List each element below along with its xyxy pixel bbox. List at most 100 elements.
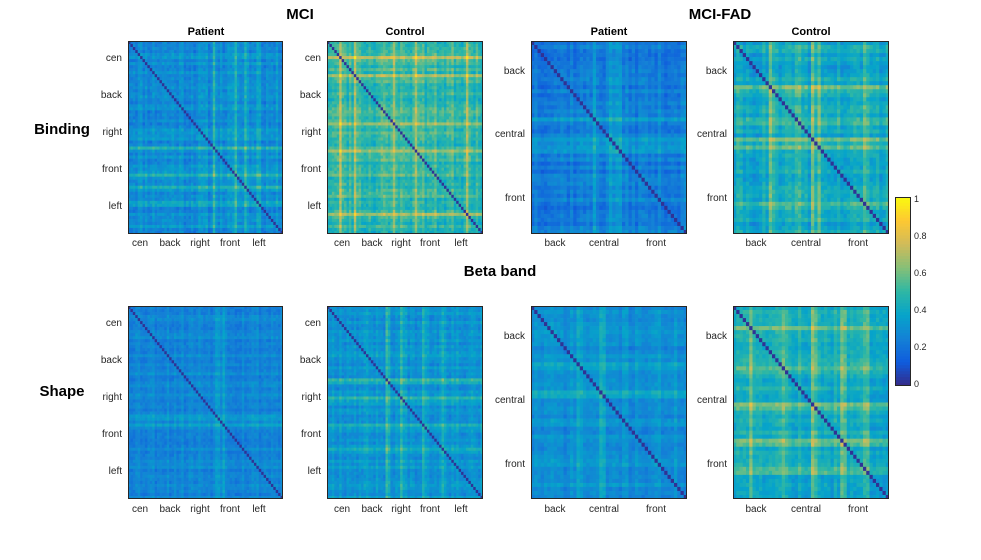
heatmap-cell: [142, 134, 146, 138]
heatmap-cell: [132, 59, 136, 63]
heatmap-cell: [205, 50, 209, 54]
heatmap-cell: [154, 125, 158, 129]
heatmap-cell: [166, 197, 170, 202]
heatmap-cell: [159, 59, 163, 63]
heatmap-cell: [392, 65, 396, 69]
heatmap-cell: [258, 188, 262, 193]
heatmap-cell: [417, 59, 420, 63]
heatmap-cell: [344, 68, 347, 72]
heatmap-cell: [188, 89, 192, 93]
heatmap-cell: [273, 104, 277, 108]
heatmap-cell: [261, 116, 264, 120]
heatmap-cell: [232, 113, 235, 117]
heatmap-cell: [478, 47, 481, 51]
heatmap-cell: [137, 107, 141, 111]
heatmap-cell: [463, 71, 467, 75]
heatmap-cell: [161, 119, 165, 123]
heatmap-cell: [210, 128, 214, 132]
heatmap-cell: [241, 113, 245, 117]
heatmap-cell: [426, 50, 430, 54]
heatmap-cell: [261, 227, 264, 232]
heatmap-cell: [339, 68, 342, 72]
heatmap-cell: [195, 167, 199, 172]
heatmap-cell: [266, 167, 269, 172]
heatmap-cell: [239, 185, 243, 190]
heatmap-cell: [263, 158, 267, 162]
heatmap-cell: [275, 47, 279, 51]
heatmap-cell: [190, 182, 194, 187]
heatmap-cell: [205, 98, 209, 102]
heatmap-cell: [203, 230, 206, 234]
heatmap-cell: [220, 206, 223, 211]
heatmap-cell: [207, 104, 211, 108]
heatmap-cell: [251, 215, 255, 220]
heatmap-cell: [241, 200, 245, 205]
heatmap-cell: [212, 107, 216, 111]
heatmap-cell: [188, 134, 192, 138]
heatmap-cell: [275, 119, 279, 123]
heatmap-cell: [140, 110, 143, 114]
heatmap-cell: [453, 56, 457, 60]
heatmap-cell: [164, 56, 168, 60]
heatmap-cell: [190, 56, 194, 60]
heatmap-cell: [280, 179, 283, 184]
heatmap-cell: [210, 77, 214, 81]
heatmap-cell: [137, 86, 141, 90]
heatmap-cell: [137, 191, 141, 196]
heatmap-cell: [164, 215, 168, 220]
heatmap-cell: [210, 107, 214, 111]
heatmap-cell: [217, 74, 221, 78]
heatmap-cell: [258, 215, 262, 220]
heatmap-cell: [249, 41, 252, 45]
heatmap-cell: [203, 215, 206, 220]
heatmap-cell: [241, 227, 245, 232]
heatmap-cell: [266, 146, 269, 150]
heatmap-cell: [144, 170, 148, 175]
heatmap-cell: [385, 47, 389, 51]
heatmap-cell: [253, 92, 257, 96]
heatmap-cell: [275, 149, 279, 153]
heatmap-cell: [429, 77, 433, 81]
heatmap-cell: [232, 80, 235, 84]
heatmap-cell: [128, 137, 131, 141]
heatmap-cell: [130, 50, 134, 54]
heatmap-cell: [251, 206, 255, 211]
heatmap-cell: [128, 128, 131, 132]
heatmap-cell: [275, 53, 279, 57]
heatmap-cell: [251, 86, 255, 90]
heatmap-cell: [478, 71, 481, 75]
heatmap-cell: [236, 149, 240, 153]
heatmap-cell: [217, 83, 221, 87]
heatmap-cell: [270, 95, 274, 99]
heatmap-cell: [195, 152, 199, 156]
heatmap-cell: [159, 125, 163, 129]
heatmap-cell: [327, 68, 330, 72]
heatmap-cell: [397, 41, 401, 45]
heatmap-cell: [400, 59, 403, 63]
heatmap-cell: [241, 179, 245, 184]
heatmap-cell: [273, 164, 277, 169]
heatmap-cell: [137, 170, 141, 175]
heatmap-cell: [157, 182, 160, 187]
heatmap-cell: [253, 41, 257, 45]
heatmap-cell: [409, 62, 413, 66]
heatmap-cell: [249, 134, 252, 138]
heatmap-cell: [183, 110, 187, 114]
heatmap-cell: [144, 137, 148, 141]
heatmap-cell: [246, 146, 250, 150]
heatmap-cell: [227, 191, 231, 196]
heatmap-cell: [227, 143, 231, 147]
heatmap-cell: [203, 155, 206, 159]
heatmap-cell: [130, 206, 134, 211]
heatmap-cell: [241, 230, 245, 234]
heatmap-cell: [140, 119, 143, 123]
heatmap-cell: [198, 164, 201, 169]
heatmap-cell: [217, 218, 221, 223]
heatmap-cell: [244, 56, 248, 60]
heatmap-cell: [183, 212, 187, 217]
heatmap-cell: [212, 98, 216, 102]
heatmap-cell: [200, 146, 204, 150]
heatmap-cell: [210, 110, 214, 114]
heatmap-cell: [244, 104, 248, 108]
heatmap-cell: [280, 128, 283, 132]
